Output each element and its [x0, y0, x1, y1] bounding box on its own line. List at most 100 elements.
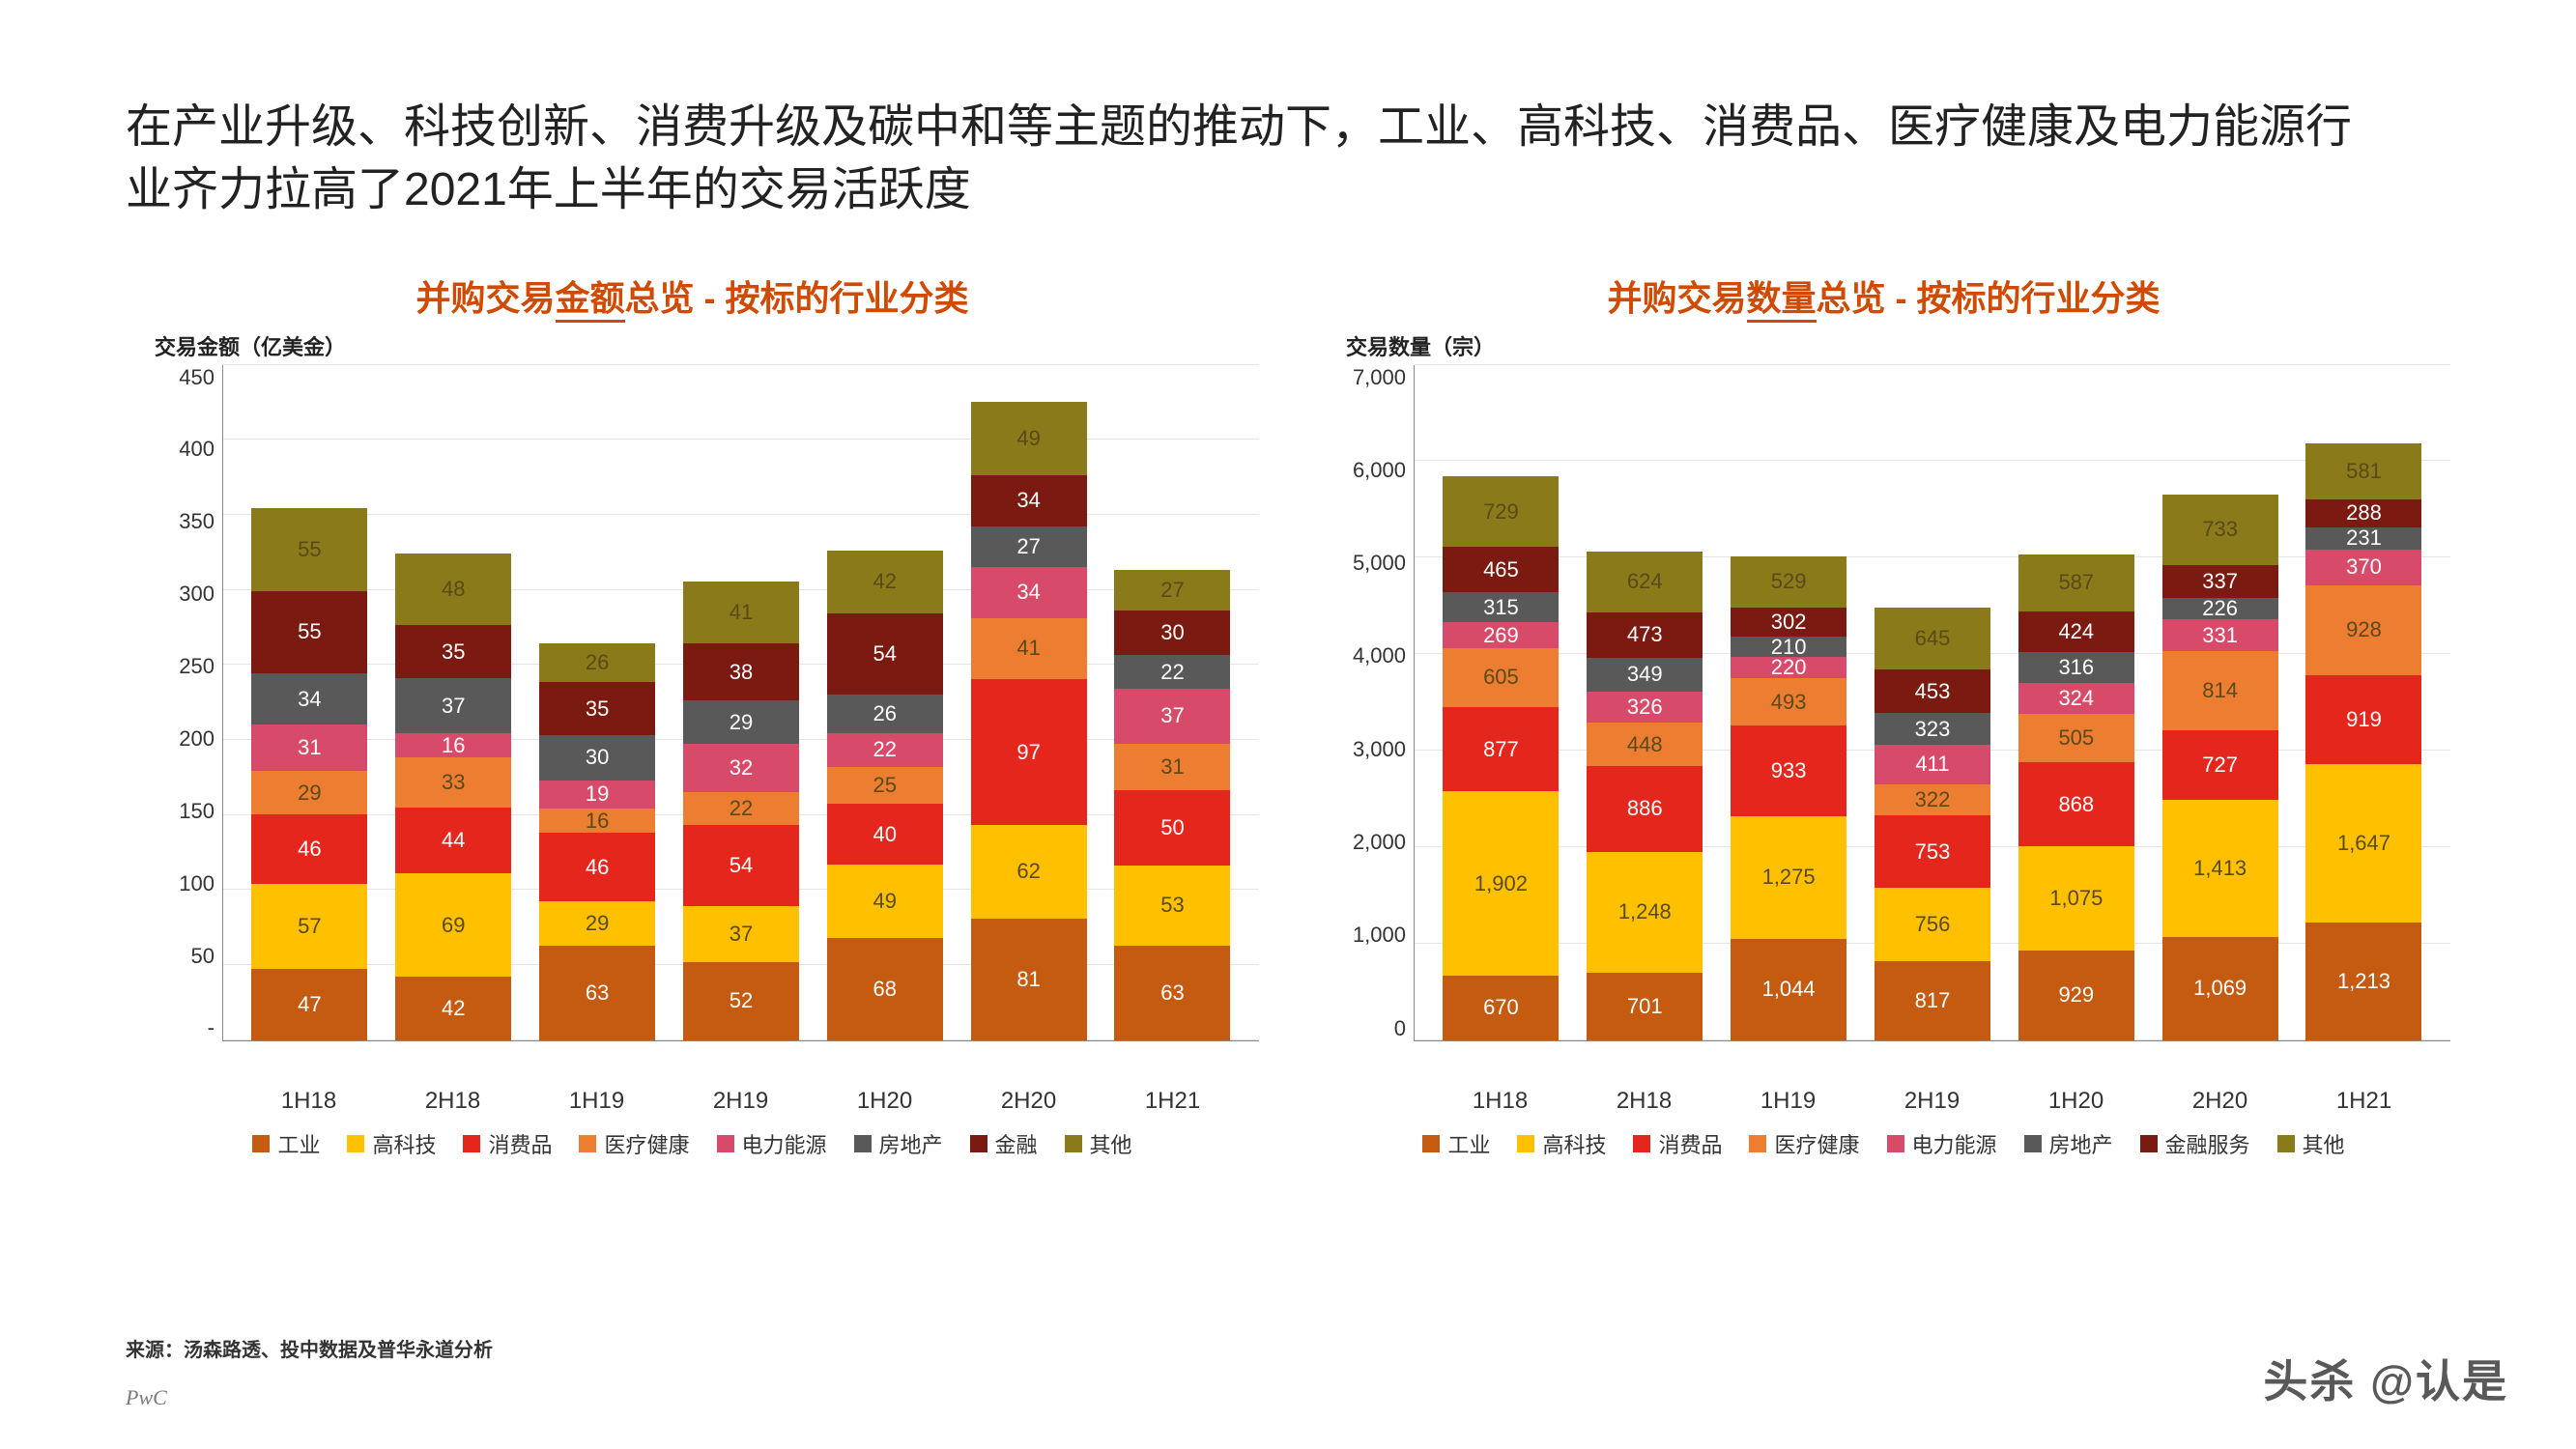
legend-item-realestate: 房地产: [854, 1128, 943, 1159]
bar-segment-healthcare: 25: [827, 767, 943, 805]
bar-segment-finance: 473: [1587, 612, 1703, 658]
y-tick: 150: [179, 799, 215, 824]
legend-item-other: 其他: [2277, 1128, 2345, 1159]
bar-segment-industrial: 81: [971, 919, 1087, 1040]
bar-segment-other: 27: [1114, 570, 1230, 611]
bar-segment-hitech: 37: [683, 906, 799, 962]
legend-right: 工业高科技 消费品 医疗健康电力能源 房地产 金融服务其他: [1317, 1128, 2450, 1159]
legend-item-hitech: 高科技: [347, 1128, 436, 1159]
bar-segment-realestate: 349: [1587, 658, 1703, 692]
bar-segment-industrial: 52: [683, 962, 799, 1040]
bar-segment-hitech: 1,275: [1731, 816, 1846, 940]
x-tick: 1H18: [251, 1088, 367, 1115]
legend-label: 房地产: [879, 1128, 943, 1159]
y-tick: 200: [179, 726, 215, 752]
bar-segment-power: 411: [1875, 745, 1990, 784]
legend-item-consumer: 消费品: [1633, 1128, 1722, 1159]
bar-segment-finance: 34: [971, 475, 1087, 526]
legend-label: 医疗健康: [604, 1128, 689, 1159]
y-tick: 4,000: [1353, 643, 1406, 668]
bar-segment-other: 48: [395, 554, 511, 626]
bar-segment-consumer: 50: [1114, 790, 1230, 866]
x-tick: 1H19: [1731, 1088, 1846, 1115]
legend-item-power: 电力能源: [1887, 1128, 1997, 1159]
bar-segment-realestate: 22: [1114, 655, 1230, 688]
legend-label: 金融服务: [2165, 1128, 2250, 1159]
bar-segment-other: 587: [2018, 554, 2134, 611]
bar-segment-industrial: 47: [251, 969, 367, 1039]
legend-swatch: [252, 1135, 270, 1152]
bar-segment-consumer: 44: [395, 808, 511, 873]
legend-item-healthcare: 医疗健康: [579, 1128, 689, 1159]
x-tick: 1H20: [827, 1088, 943, 1115]
legend-item-power: 电力能源: [717, 1128, 827, 1159]
bar-column: 645453323411322753756817: [1875, 608, 1990, 1040]
x-tick: 2H20: [971, 1088, 1087, 1115]
legend-label: 金融: [995, 1128, 1038, 1159]
y-axis-right: 7,0006,0005,0004,0003,0002,0001,0000: [1317, 365, 1414, 1041]
bar-segment-other: 581: [2305, 443, 2421, 499]
bar-segment-healthcare: 505: [2018, 714, 2134, 763]
bar-segment-industrial: 1,213: [2305, 923, 2421, 1039]
y-tick: 2,000: [1353, 830, 1406, 855]
bar-segment-consumer: 886: [1587, 766, 1703, 852]
bar-segment-other: 624: [1587, 552, 1703, 611]
title-post: 总览 - 按标的行业分类: [625, 278, 969, 318]
legend-label: 房地产: [2049, 1128, 2113, 1159]
legend-swatch: [2024, 1135, 2042, 1152]
bar-segment-finance: 35: [395, 625, 511, 677]
y-tick: 400: [179, 437, 215, 462]
legend-label: 医疗健康: [1774, 1128, 1859, 1159]
legend-swatch: [1422, 1135, 1440, 1152]
bar-segment-other: 26: [539, 643, 655, 682]
legend-label: 电力能源: [742, 1128, 827, 1159]
title-post: 总览 - 按标的行业分类: [1817, 278, 2161, 318]
x-tick: 2H18: [395, 1088, 511, 1115]
bar-segment-power: 269: [1443, 622, 1559, 648]
y-axis-title-left: 交易金额（亿美金）: [155, 330, 1259, 361]
x-tick: 2H19: [683, 1088, 799, 1115]
bar-segment-finance: 424: [2018, 611, 2134, 652]
bar-segment-consumer: 753: [1875, 815, 1990, 888]
chart-right: 并购交易数量总览 - 按标的行业分类 交易数量（宗） 7,0006,0005,0…: [1317, 270, 2450, 1159]
plot-left: 5555343129465747483537163344694226353019…: [222, 365, 1259, 1041]
bar-segment-finance: 55: [251, 591, 367, 674]
legend-label: 工业: [1447, 1128, 1490, 1159]
x-tick: 1H21: [2306, 1088, 2422, 1115]
legend-swatch: [2140, 1135, 2158, 1152]
bar-segment-consumer: 919: [2305, 675, 2421, 764]
bar-segment-realestate: 226: [2162, 598, 2278, 620]
bar-segment-hitech: 49: [827, 865, 943, 938]
bar-segment-hitech: 62: [971, 825, 1087, 918]
bars-left: 5555343129465747483537163344694226353019…: [223, 365, 1259, 1040]
legend-swatch: [1065, 1135, 1082, 1152]
bar-segment-finance: 35: [539, 682, 655, 734]
bar-segment-hitech: 1,647: [2305, 764, 2421, 923]
y-tick: 6,000: [1353, 458, 1406, 483]
legend-label: 消费品: [1658, 1128, 1722, 1159]
title-pre: 并购交易: [415, 278, 555, 318]
bar-column: 2730223731505363: [1114, 570, 1230, 1040]
bar-column: 6244733493264488861,248701: [1587, 552, 1703, 1039]
bar-segment-hitech: 57: [251, 884, 367, 970]
legend-item-hitech: 高科技: [1517, 1128, 1606, 1159]
x-labels-right: 1H182H181H192H191H202H201H21: [1317, 1080, 2450, 1115]
legend-item-finance: 金融服务: [2140, 1128, 2250, 1159]
legend-swatch: [2277, 1135, 2295, 1152]
bar-segment-other: 42: [827, 551, 943, 613]
brand-logo: PwC: [126, 1385, 167, 1410]
bar-column: 4254262225404968: [827, 551, 943, 1040]
legend-label: 工业: [277, 1128, 320, 1159]
bar-segment-industrial: 68: [827, 938, 943, 1040]
bar-segment-healthcare: 322: [1875, 784, 1990, 815]
bar-column: 4835371633446942: [395, 554, 511, 1040]
bar-segment-healthcare: 22: [683, 792, 799, 825]
legend-label: 其他: [1090, 1128, 1132, 1159]
bar-segment-consumer: 877: [1443, 707, 1559, 792]
bar-segment-healthcare: 493: [1731, 678, 1846, 725]
bar-segment-realestate: 30: [539, 735, 655, 781]
x-tick: 2H19: [1875, 1088, 1990, 1115]
y-tick: 300: [179, 582, 215, 607]
bar-segment-healthcare: 605: [1443, 648, 1559, 707]
legend-item-industrial: 工业: [252, 1128, 320, 1159]
